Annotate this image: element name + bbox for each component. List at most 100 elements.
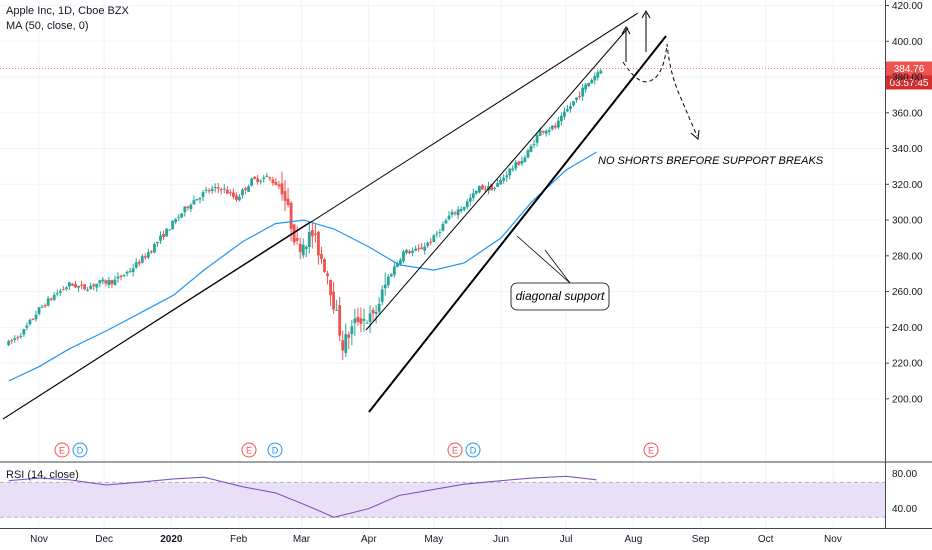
- candle-body: [7, 341, 11, 346]
- candle-body: [380, 289, 384, 302]
- candle-body: [86, 289, 90, 291]
- candle-body: [146, 252, 150, 258]
- candle-body: [444, 220, 448, 224]
- candle-body: [283, 191, 287, 201]
- candle-body: [462, 206, 466, 210]
- symbol-legend[interactable]: Apple Inc, 1D, Cboe BZX: [6, 5, 129, 17]
- time-tick-label: 2020: [160, 534, 183, 545]
- candle-body: [356, 316, 360, 322]
- price-tick-label: 300.00: [892, 216, 923, 227]
- time-tick-label: Mar: [293, 534, 311, 545]
- ma-legend[interactable]: MA (50, close, 0): [6, 20, 89, 32]
- candle-body: [517, 161, 521, 165]
- candle-body: [98, 280, 102, 284]
- price-tick-label: 320.00: [892, 180, 923, 191]
- candle-body: [64, 287, 68, 290]
- candle-body: [222, 188, 226, 190]
- candle-body: [532, 144, 536, 146]
- candle-body: [523, 157, 527, 163]
- time-tick-label: Dec: [95, 534, 113, 545]
- candle-body: [508, 168, 512, 176]
- candle-body: [599, 70, 603, 74]
- candle-body: [408, 251, 411, 254]
- countdown-tag: [886, 75, 932, 90]
- price-tick-label: 340.00: [892, 144, 923, 155]
- candle-body: [244, 188, 247, 191]
- candle-body: [326, 273, 329, 277]
- candle-body: [359, 318, 363, 324]
- candle-body: [83, 284, 86, 290]
- candle-body: [538, 129, 542, 136]
- candle-body: [122, 274, 126, 276]
- candle-body: [201, 192, 205, 198]
- price-tick-label: 360.00: [892, 108, 923, 119]
- candle-body: [377, 303, 381, 312]
- candle-body: [241, 189, 244, 196]
- candle-body: [77, 286, 80, 288]
- candle-body: [25, 325, 29, 328]
- candle-body: [95, 283, 99, 288]
- candle-body: [323, 259, 326, 272]
- candle-body: [405, 249, 408, 253]
- candle-body: [140, 256, 144, 263]
- candle-body: [499, 180, 503, 185]
- candle-body: [165, 228, 168, 237]
- rsi-tick-label: 40.00: [892, 504, 917, 515]
- earnings-marker-label: E: [452, 446, 458, 456]
- price-tick-label: 400.00: [892, 37, 923, 48]
- candle-body: [186, 206, 190, 208]
- candle-body: [104, 280, 108, 284]
- candle-body: [420, 247, 424, 250]
- candle-body: [493, 188, 496, 190]
- candle-body: [353, 318, 357, 324]
- candle-body: [55, 293, 59, 295]
- support-callout-text: diagonal support: [516, 289, 605, 303]
- candle-body: [80, 284, 83, 286]
- candle-body: [207, 190, 211, 192]
- candle-body: [566, 109, 569, 112]
- candle-body: [304, 246, 308, 250]
- candle-body: [52, 294, 56, 300]
- projection-arrowhead: [690, 129, 700, 140]
- price-tick-label: 380.00: [892, 73, 923, 84]
- rsi-line: [8, 475, 597, 518]
- candle-body: [265, 175, 269, 177]
- candle-body: [301, 244, 305, 256]
- candle-body: [89, 285, 93, 289]
- projection-path: [622, 43, 698, 137]
- candle-body: [268, 177, 272, 179]
- candle-body: [159, 235, 162, 241]
- time-tick-label: May: [424, 534, 443, 545]
- candle-body: [34, 314, 38, 320]
- candle-body: [174, 219, 178, 223]
- candle-body: [578, 95, 581, 97]
- candle-body: [459, 209, 463, 212]
- candle-body: [37, 307, 41, 315]
- ma-line: [8, 151, 597, 382]
- candle-body: [368, 313, 372, 322]
- time-tick-label: Feb: [230, 534, 248, 545]
- candle-body: [16, 337, 20, 339]
- candle-body: [101, 279, 105, 282]
- candle-body: [386, 276, 390, 286]
- candle-body: [581, 87, 585, 97]
- candle-body: [298, 243, 302, 252]
- candle-body: [429, 241, 433, 243]
- candle-body: [274, 181, 278, 186]
- candle-body: [231, 192, 235, 197]
- candle-body: [556, 120, 560, 128]
- candle-body: [289, 202, 293, 229]
- candle-body: [225, 189, 229, 194]
- candle-body: [192, 200, 196, 205]
- candle-body: [280, 183, 284, 195]
- candle-body: [71, 283, 74, 286]
- earnings-marker: [54, 442, 70, 458]
- candle-body: [587, 82, 591, 86]
- price-tick-label: 220.00: [892, 359, 923, 370]
- candle-body: [432, 235, 436, 242]
- rsi-legend[interactable]: RSI (14, close): [6, 469, 79, 481]
- dividend-marker-label: D: [77, 446, 84, 456]
- dividend-marker: [267, 442, 283, 458]
- candle-body: [247, 186, 250, 192]
